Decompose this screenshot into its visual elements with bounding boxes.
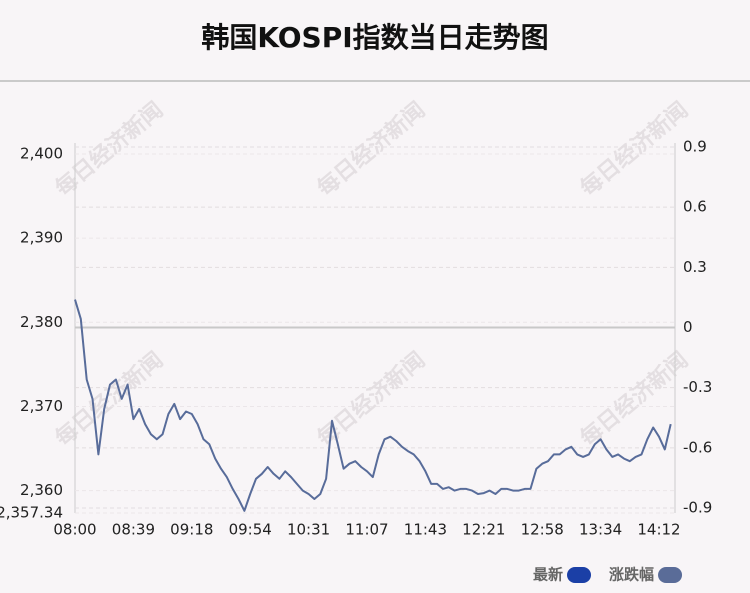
y2-tick-label: 0.9 — [683, 138, 707, 156]
y2-tick-label: 0.3 — [683, 258, 707, 276]
watermark: 每日经济新闻 — [575, 97, 693, 202]
y2-tick-label: 0.6 — [683, 198, 707, 216]
y2-tick-label: -0.9 — [683, 498, 712, 516]
y-tick-label: 2,360 — [20, 481, 63, 499]
x-tick-label: 08:39 — [112, 521, 155, 539]
y-tick-label: 2,370 — [20, 397, 63, 415]
watermark: 每日经济新闻 — [575, 347, 693, 452]
legend-swatch — [567, 567, 592, 583]
x-tick-label: 11:07 — [345, 521, 388, 539]
x-tick-label: 11:43 — [404, 521, 447, 539]
legend-label: 涨跌幅 — [609, 566, 654, 584]
x-tick-label: 10:31 — [287, 521, 330, 539]
x-tick-label: 12:21 — [462, 521, 505, 539]
price-line — [74, 299, 672, 512]
legend-swatch — [658, 567, 683, 583]
watermark: 每日经济新闻 — [312, 97, 430, 202]
y-tick-label: 2,400 — [20, 144, 63, 162]
x-tick-label: 09:54 — [229, 521, 272, 539]
watermark: 每日经济新闻 — [50, 347, 168, 452]
x-tick-label: 08:00 — [53, 521, 96, 539]
legend-label: 最新 — [533, 566, 563, 584]
x-tick-label: 09:18 — [170, 521, 213, 539]
x-tick-label: 12:58 — [521, 521, 564, 539]
watermark: 每日经济新闻 — [50, 97, 168, 202]
y2-tick-label: -0.6 — [683, 438, 712, 456]
x-tick-label: 13:34 — [579, 521, 622, 539]
x-tick-label: 14:12 — [637, 521, 680, 539]
y-tick-label: 2,357.34 — [0, 504, 63, 522]
chart-title: 韩国KOSPI指数当日走势图 — [201, 21, 548, 54]
y2-tick-label: 0 — [683, 318, 693, 336]
y-tick-label: 2,390 — [20, 229, 63, 247]
y-tick-label: 2,380 — [20, 313, 63, 331]
y2-tick-label: -0.3 — [683, 378, 712, 396]
